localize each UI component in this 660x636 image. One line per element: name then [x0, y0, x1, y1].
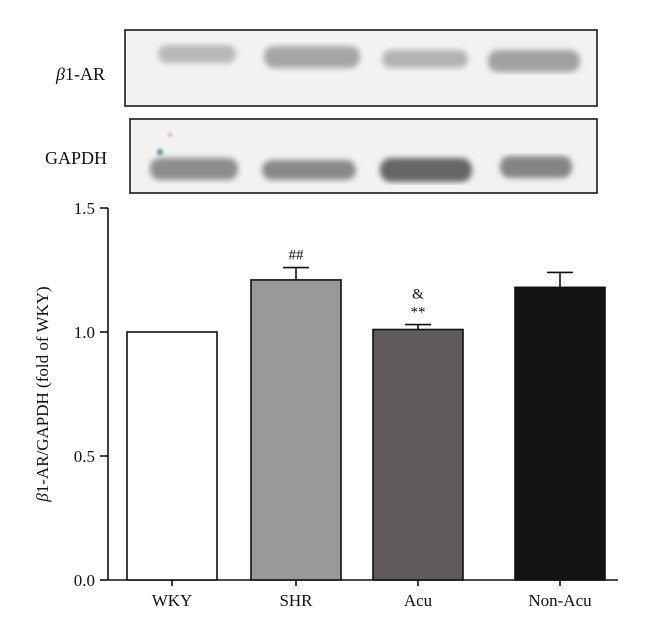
bar-wky	[126, 331, 218, 581]
significance-annotations: ## ** &	[289, 248, 426, 321]
bar-acu	[372, 328, 464, 581]
bar-non-acu	[514, 286, 606, 581]
blot-panel-beta1-ar: β1-AR	[55, 29, 598, 107]
y-tick-label: 0.0	[74, 571, 95, 590]
x-tick-label: Non-Acu	[528, 591, 592, 610]
y-axis-label: β1-AR/GAPDH (fold of WKY)	[33, 286, 52, 502]
bar-shr	[250, 279, 342, 581]
error-bars	[283, 266, 573, 330]
y-ticks: 0.0 0.5 1.0 1.5	[74, 199, 108, 590]
significance-marker: &	[412, 287, 424, 303]
y-tick-label: 0.5	[74, 447, 95, 466]
blot-label-beta1-ar: β1-AR	[55, 64, 105, 84]
bars	[126, 279, 606, 581]
significance-marker: **	[411, 305, 426, 321]
x-tick-labels: WKY SHR Acu Non-Acu	[152, 580, 592, 610]
y-tick-label: 1.5	[74, 199, 95, 218]
x-tick-label: Acu	[404, 591, 433, 610]
x-tick-label: SHR	[279, 591, 313, 610]
bar-chart: 0.0 0.5 1.0 1.5 ## ** & WKY SHR Acu Non-Acu β1-A…	[33, 199, 618, 610]
significance-marker: ##	[289, 248, 305, 264]
y-tick-label: 1.0	[74, 323, 95, 342]
blot-panel-gapdh: GAPDH	[45, 118, 598, 194]
blot-label-gapdh: GAPDH	[45, 148, 107, 168]
x-tick-label: WKY	[152, 591, 193, 610]
